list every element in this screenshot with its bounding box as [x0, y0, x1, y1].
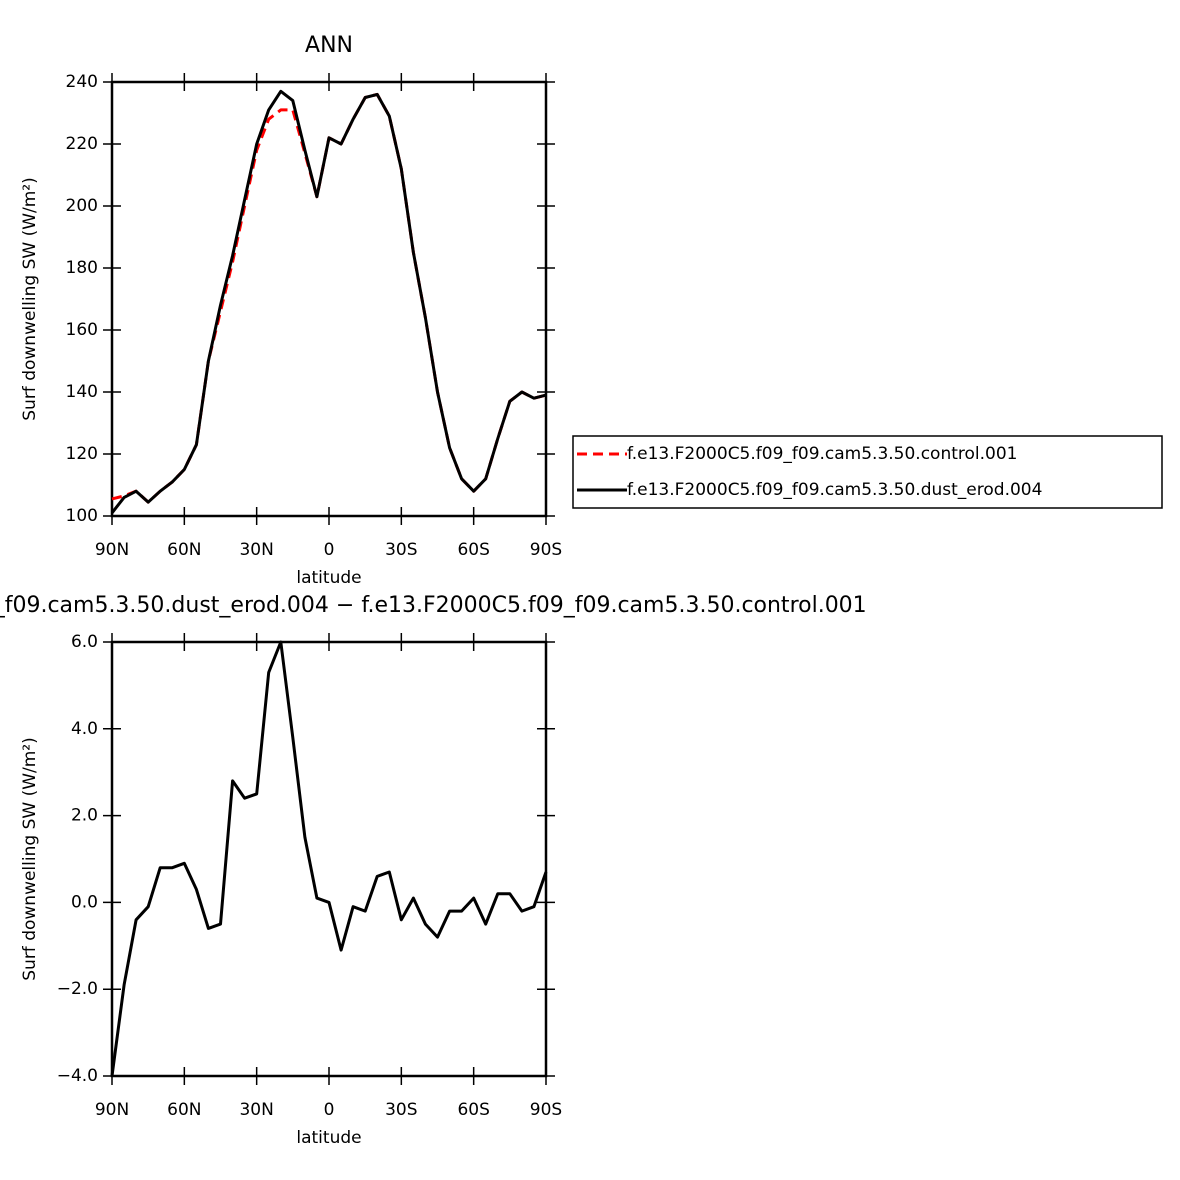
- series-line: [110, 640, 548, 1077]
- x-tick-label: 30N: [239, 1100, 273, 1120]
- x-tick-label: 90N: [95, 1100, 129, 1120]
- x-tick-label: 30S: [385, 1100, 417, 1120]
- legend-label: f.e13.F2000C5.f09_f09.cam5.3.50.dust_ero…: [627, 480, 1042, 500]
- x-tick-label: 0: [324, 540, 335, 560]
- y-tick-label: 240: [66, 72, 98, 92]
- x-tick-label: 30S: [385, 540, 417, 560]
- x-axis-label: latitude: [296, 1128, 361, 1148]
- chart-title: ANN: [305, 33, 353, 58]
- y-tick-label: 2.0: [71, 806, 98, 826]
- y-tick-label: 120: [66, 444, 98, 464]
- y-tick-label: 140: [66, 382, 98, 402]
- chart-title: f.e13.F2000C5.f09_f09.cam5.3.50.dust_ero…: [0, 593, 867, 618]
- y-tick-label: −2.0: [57, 979, 98, 999]
- y-tick-label: 200: [66, 196, 98, 216]
- legend-label: f.e13.F2000C5.f09_f09.cam5.3.50.control.…: [627, 444, 1018, 464]
- y-tick-label: 180: [66, 258, 98, 278]
- x-tick-label: 60S: [457, 540, 489, 560]
- x-axis-label: latitude: [296, 568, 361, 588]
- x-tick-label: 90S: [530, 540, 562, 560]
- y-tick-label: 4.0: [71, 719, 98, 739]
- x-tick-label: 90N: [95, 540, 129, 560]
- y-tick-label: 220: [66, 134, 98, 154]
- y-tick-label: 6.0: [71, 632, 98, 652]
- y-tick-label: 0.0: [71, 892, 98, 912]
- plot-frame: [110, 80, 548, 518]
- x-tick-label: 30N: [239, 540, 273, 560]
- y-tick-label: −4.0: [57, 1066, 98, 1086]
- plot-frame: [110, 640, 548, 1078]
- x-tick-label: 60S: [457, 1100, 489, 1120]
- y-tick-label: 100: [66, 506, 98, 526]
- x-tick-label: 90S: [530, 1100, 562, 1120]
- x-tick-label: 60N: [167, 540, 201, 560]
- y-axis-label: Surf downwelling SW (W/m²): [20, 737, 40, 981]
- series-line: [111, 92, 547, 504]
- y-axis-label: Surf downwelling SW (W/m²): [20, 177, 40, 421]
- series-line: [110, 89, 547, 514]
- legend-box: [572, 435, 1163, 509]
- x-tick-label: 0: [324, 1100, 335, 1120]
- y-tick-label: 160: [66, 320, 98, 340]
- x-tick-label: 60N: [167, 1100, 201, 1120]
